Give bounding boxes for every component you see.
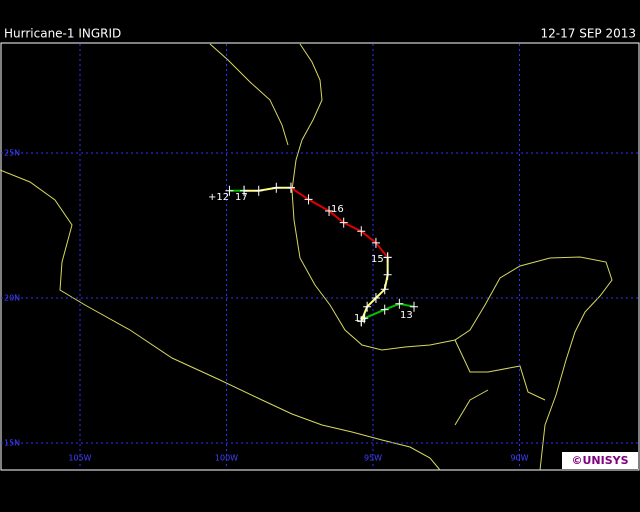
coastlines (0, 43, 613, 471)
lon-label: 90W (510, 454, 528, 463)
track-tick (383, 252, 392, 263)
track-tick (380, 284, 389, 295)
lon-label: 95W (364, 454, 382, 463)
track-tick (395, 298, 404, 309)
title: Hurricane-1 INGRID (4, 27, 121, 41)
day-label: 17 (235, 192, 248, 203)
track-tick (363, 301, 372, 312)
track-tick (325, 206, 334, 216)
track-tick (304, 194, 313, 205)
track-tick (383, 269, 392, 280)
track-tick (286, 182, 295, 193)
date: 12-17 SEP 2013 (541, 27, 636, 41)
track-tick (240, 185, 249, 196)
track-tick (357, 226, 366, 237)
lat-label: 25N (4, 149, 20, 158)
track-tick (339, 217, 348, 228)
logo: ©UNISYS (571, 454, 628, 467)
lat-label: 20N (4, 294, 20, 303)
track-tick (410, 301, 419, 312)
day-label: 14 (354, 313, 367, 324)
track-segment (244, 186, 291, 192)
lat-label: 15N (4, 439, 20, 448)
day-label: 16 (331, 204, 344, 215)
logo-box (562, 452, 638, 469)
day-label: +12 (208, 192, 229, 203)
day-label: 13 (400, 310, 413, 321)
track-tick (254, 185, 263, 196)
frame (0, 42, 640, 471)
track-tick (357, 316, 366, 327)
lon-label: 100W (215, 454, 238, 463)
track-tick (371, 237, 380, 248)
lon-label: 105W (68, 454, 91, 463)
track-tick (225, 185, 234, 196)
day-label: 15 (371, 254, 384, 265)
track-tick (272, 182, 281, 193)
track-tick (371, 293, 380, 303)
track-tick (380, 304, 389, 315)
